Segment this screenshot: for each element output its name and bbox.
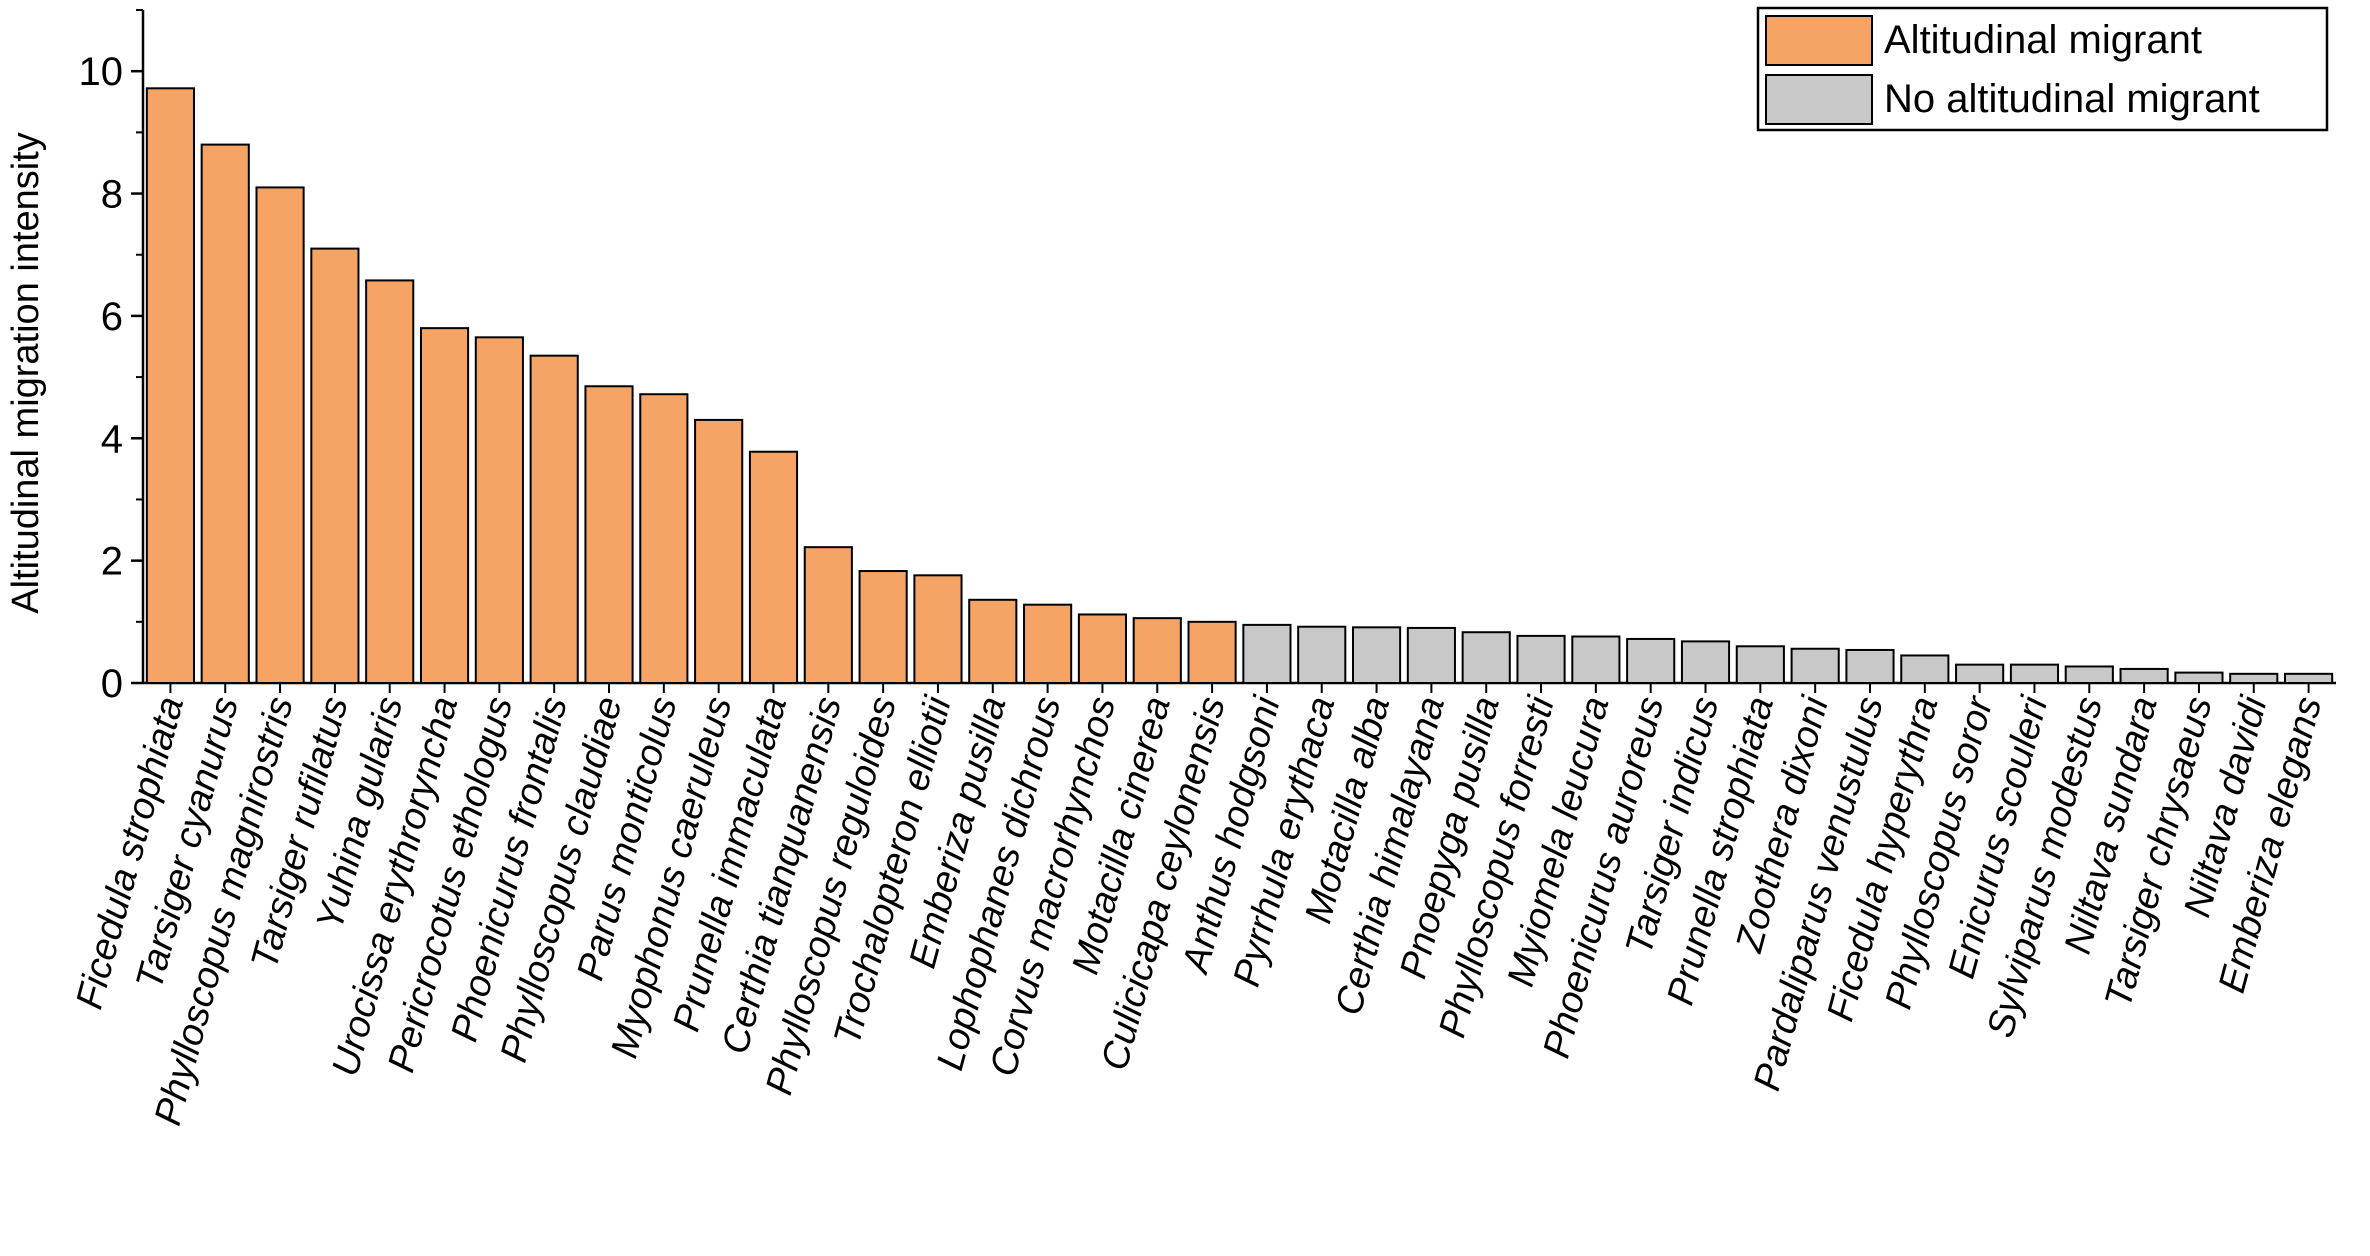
bar-anthus-hodgsoni xyxy=(1242,623,1292,684)
bar-urocissa-erythroryncha xyxy=(419,327,470,684)
bar-motacilla-alba xyxy=(1351,626,1402,684)
bar-emberiza-elegans xyxy=(2284,672,2334,685)
bar-myophonus-caeruleus xyxy=(694,418,744,684)
bar-trochalopteron-elliotii xyxy=(913,574,963,685)
legend-swatch-altitudinal-migrant xyxy=(1765,15,1873,66)
bar-parus-monticolus xyxy=(639,393,689,684)
bar-phylloscopus-soror xyxy=(1955,663,2005,684)
bar-pnoepyga-pusilla xyxy=(1461,631,1511,685)
bar-emberiza-pusilla xyxy=(968,598,1018,684)
y-tick-label: 10 xyxy=(79,50,124,94)
bar-phylloscopus-magnirostris xyxy=(255,186,305,684)
y-tick-label: 4 xyxy=(101,417,123,461)
bar-yuhina-gularis xyxy=(365,279,415,684)
bar-phylloscopus-claudiae xyxy=(584,385,634,684)
legend-label-altitudinal-migrant: Altitudinal migrant xyxy=(1884,18,2202,62)
bar-ficedula-strophiata xyxy=(145,87,195,684)
bar-niltava-davidi xyxy=(2229,672,2279,685)
bar-certhia-tianquanensis xyxy=(803,546,853,685)
bar-sylviparus-modestus xyxy=(2064,665,2114,684)
y-tick-label: 8 xyxy=(101,173,123,217)
y-tick-label: 2 xyxy=(101,540,123,584)
y-axis-title: Altitudinal migration intensity xyxy=(5,132,47,614)
bar-motacilla-cinerea xyxy=(1132,617,1182,685)
legend-label-no-altitudinal-migrant: No altitudinal migrant xyxy=(1884,77,2260,121)
bar-pardaliparus-venustulus xyxy=(1845,648,1895,684)
bar-prunella-immaculata xyxy=(748,450,799,684)
bar-niltava-sundara xyxy=(2119,667,2169,684)
chart-bars xyxy=(145,87,2334,685)
bar-zoothera-dixoni xyxy=(1790,647,1840,684)
bar-prunella-strophiata xyxy=(1735,645,1785,684)
bar-tarsiger-indicus xyxy=(1680,640,1731,684)
legend: Altitudinal migrant No altitudinal migra… xyxy=(1756,6,2329,132)
bar-pericrocotus-ethologus xyxy=(474,336,524,684)
bar-phoenicurus-frontalis xyxy=(529,354,579,684)
bar-ficedula-hyperythra xyxy=(1900,654,1950,685)
bar-culicicapa-ceylonensis xyxy=(1187,620,1237,684)
bar-tarsiger-cyanurus xyxy=(200,143,250,685)
y-tick-label: 6 xyxy=(101,295,123,339)
bar-certhia-himalayana xyxy=(1406,626,1456,684)
bar-pyrrhula-erythaca xyxy=(1297,625,1347,684)
bar-corvus-macrorhynchos xyxy=(1077,613,1128,685)
bar-enicurus-scouleri xyxy=(2009,663,2060,684)
bar-phoenicurus-auroreus xyxy=(1626,637,1676,685)
bar-myiomela-leucura xyxy=(1571,635,1621,685)
bar-tarsiger-chrysaeus xyxy=(2174,671,2224,685)
bar-phylloscopus-forresti xyxy=(1516,634,1566,685)
bar-lophophanes-dichrous xyxy=(1023,603,1073,684)
chart-axes: 0 2 4 6 8 10 xyxy=(79,9,2336,706)
legend-swatch-no-altitudinal-migrant xyxy=(1765,74,1873,125)
y-tick-label: 0 xyxy=(101,662,123,706)
bar-phylloscopus-reguloides xyxy=(858,570,908,685)
bar-tarsiger-rufilatus xyxy=(310,247,360,684)
